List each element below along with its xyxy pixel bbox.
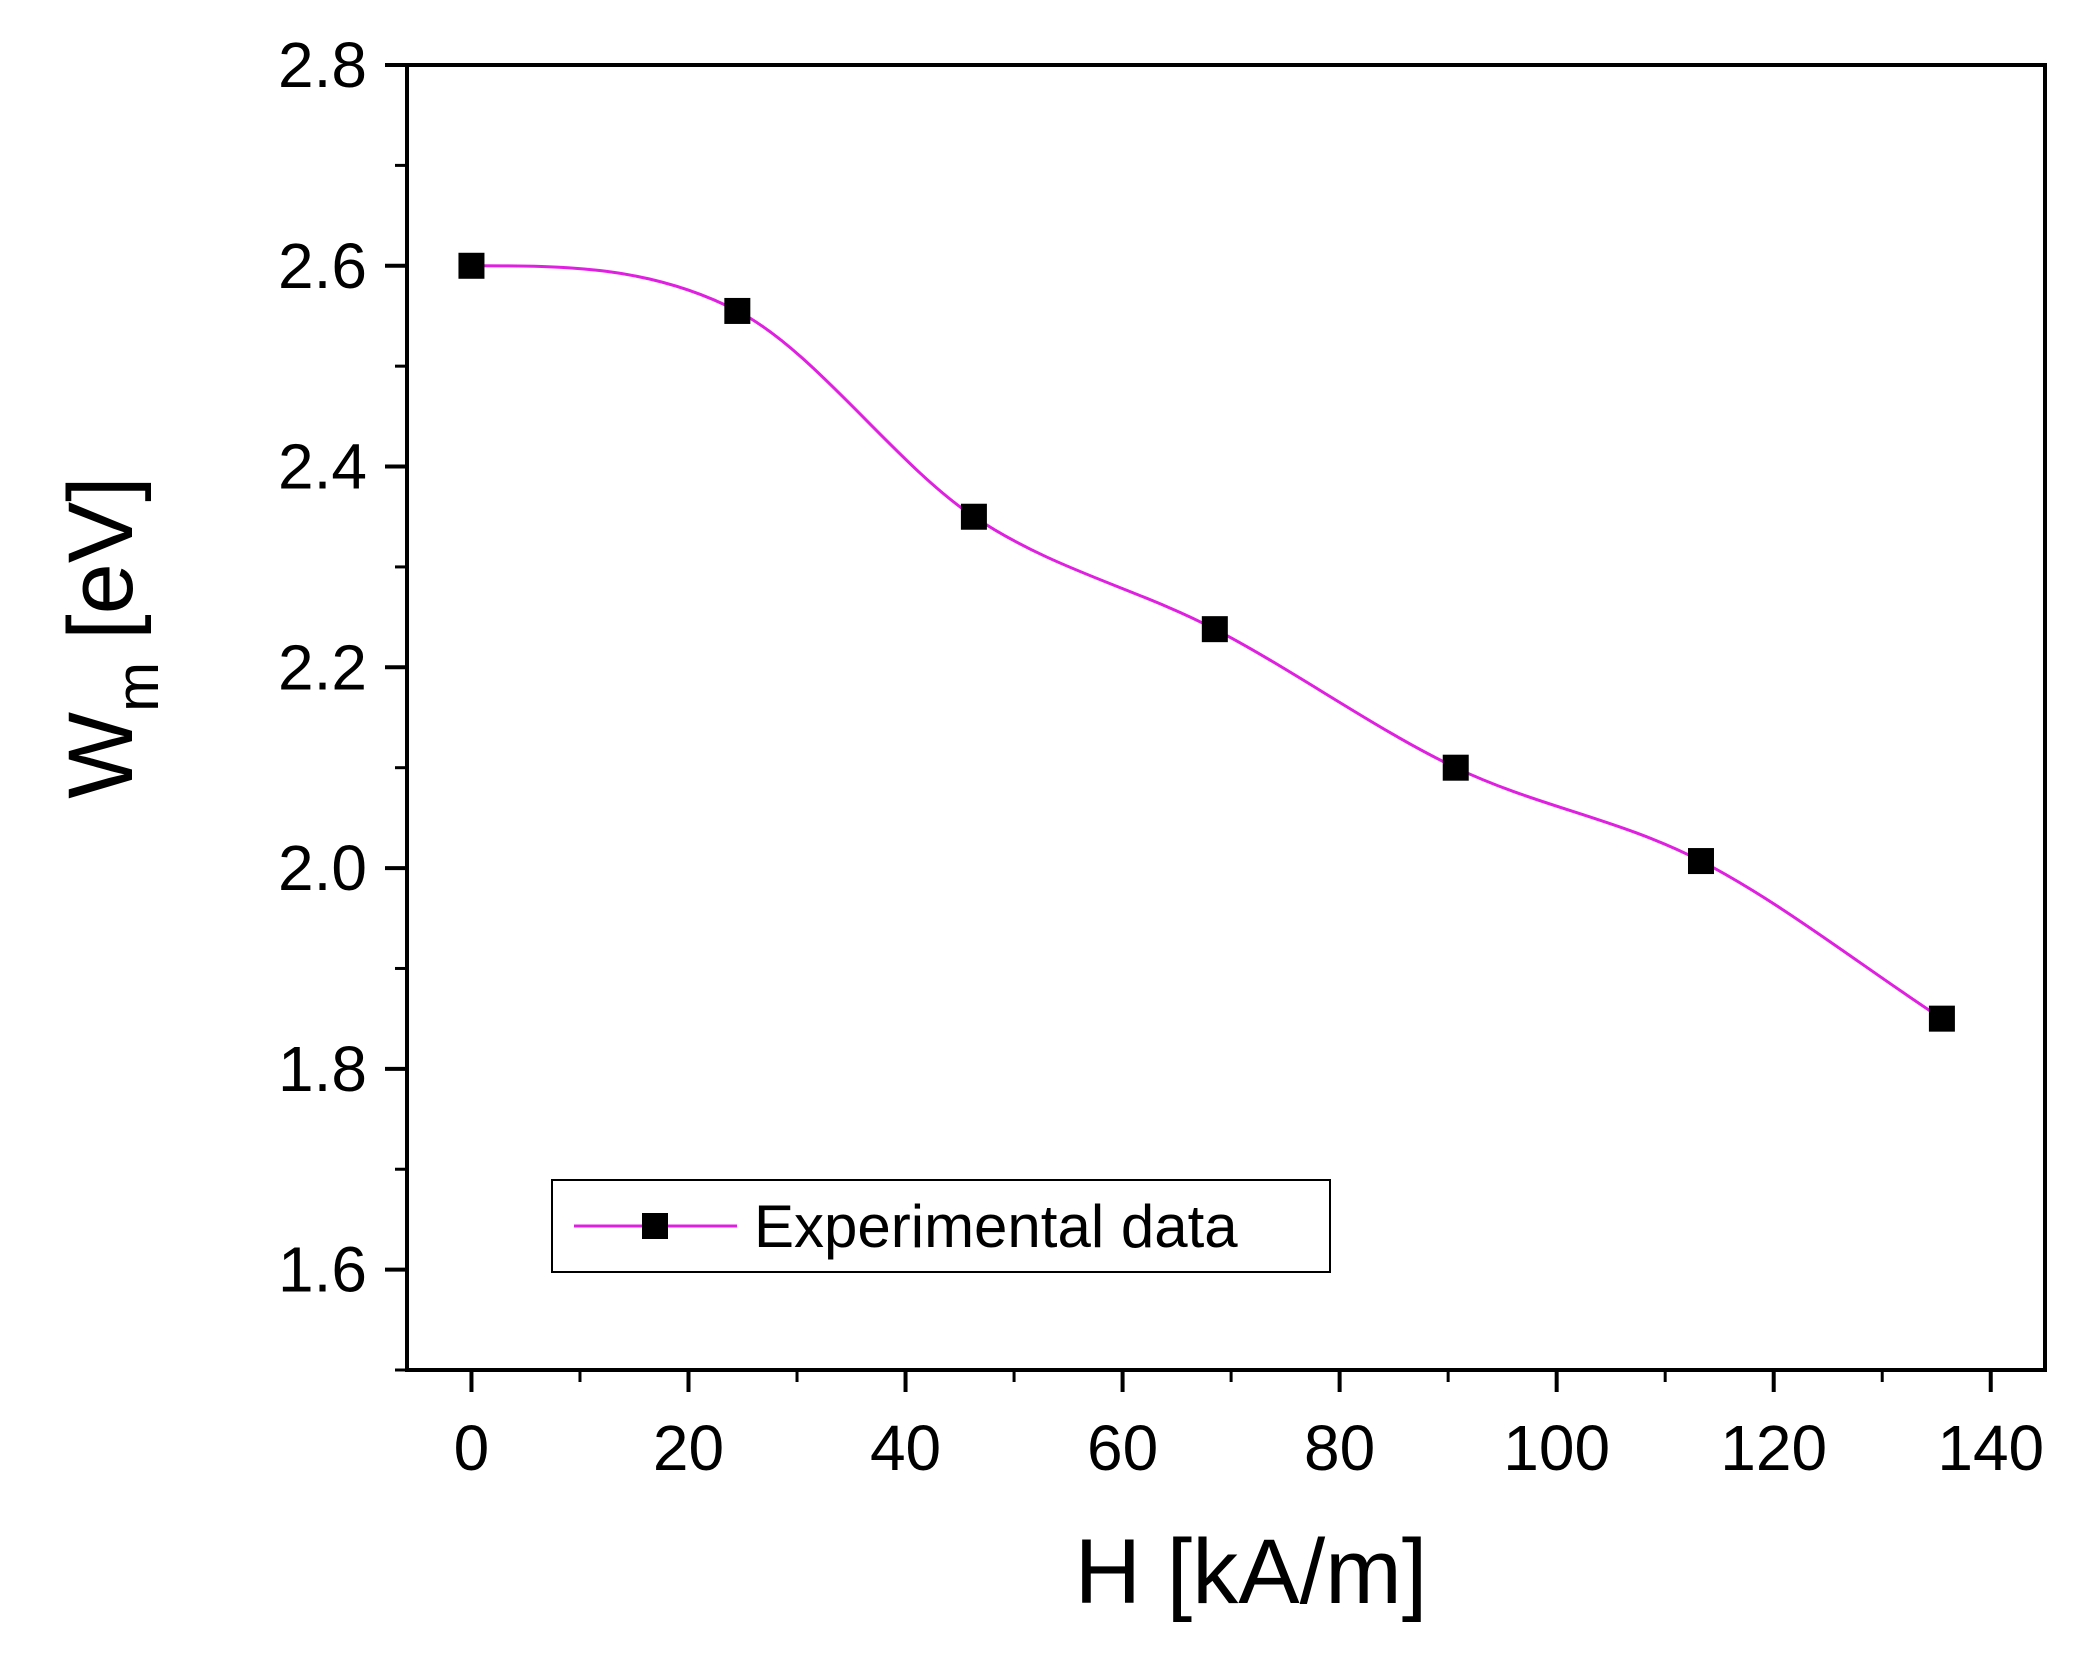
y-tick-label: 2.6 <box>278 230 367 302</box>
data-point-marker <box>1201 616 1228 643</box>
x-tick-label: 20 <box>653 1412 724 1484</box>
y-tick-label: 2.8 <box>278 29 367 101</box>
x-tick-label: 120 <box>1720 1412 1827 1484</box>
series-layer <box>458 252 1955 1032</box>
x-axis-title: H [kA/m] <box>1075 1521 1428 1623</box>
y-tick-label: 2.4 <box>278 431 367 503</box>
y-axis-title-unit: [eV] <box>50 476 152 640</box>
x-tick-label: 60 <box>1087 1412 1158 1484</box>
y-axis-title-main: W <box>50 712 152 799</box>
y-tick-label: 2.0 <box>278 832 367 904</box>
y-tick-label: 2.2 <box>278 631 367 703</box>
legend-marker-sample <box>642 1213 668 1239</box>
y-axis-title-subscript: m <box>104 662 171 712</box>
x-tick-label: 80 <box>1304 1412 1375 1484</box>
legend: Experimental data <box>551 1179 1331 1273</box>
data-point-marker <box>960 503 987 530</box>
x-tick-label: 40 <box>870 1412 941 1484</box>
y-tick-label: 1.6 <box>278 1234 367 1306</box>
x-tick-label: 0 <box>454 1412 490 1484</box>
data-point-marker <box>724 297 751 324</box>
data-point-marker <box>1928 1005 1955 1032</box>
data-point-marker <box>1442 754 1469 781</box>
y-tick-label: 1.8 <box>278 1033 367 1105</box>
data-point-marker <box>458 252 485 279</box>
x-tick-label: 140 <box>1937 1412 2044 1484</box>
tick-labels: 0 20 40 60 80 100 120 140 1.6 1.8 2.0 2.2 2.4 2.6 2.8 <box>278 29 2044 1484</box>
x-tick-label: 100 <box>1503 1412 1610 1484</box>
y-axis-title: Wm [eV] <box>50 476 171 798</box>
svg-text:Wm[eV]: Wm [eV] <box>50 476 171 798</box>
data-point-marker <box>1687 848 1714 875</box>
legend-label: Experimental data <box>754 1193 1238 1260</box>
plot-frame <box>405 63 2047 1372</box>
